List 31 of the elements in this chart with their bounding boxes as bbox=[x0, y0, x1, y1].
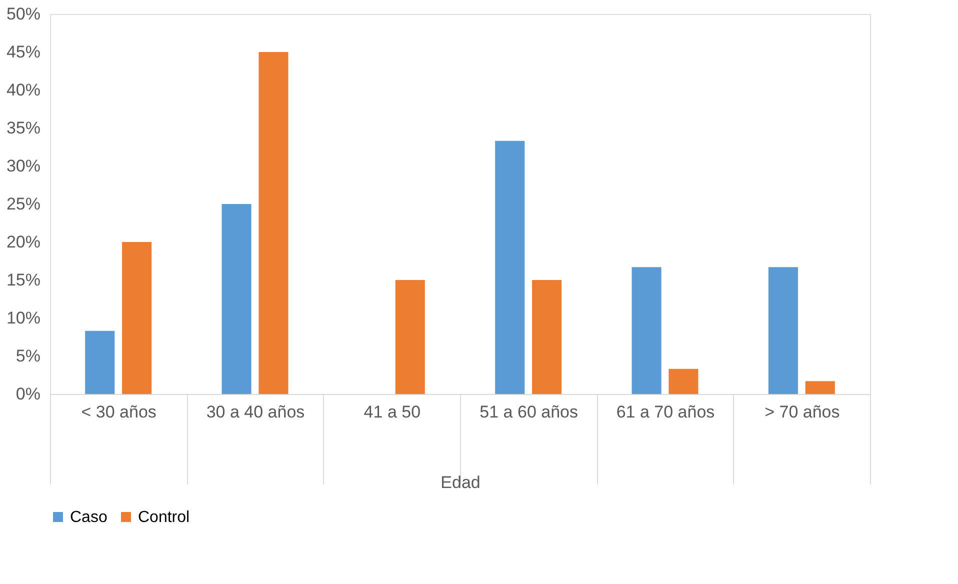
bar bbox=[668, 368, 698, 394]
y-tick-label: 40% bbox=[6, 80, 40, 100]
y-tick-label: 45% bbox=[6, 42, 40, 62]
bar bbox=[768, 267, 798, 394]
y-tick-label: 0% bbox=[16, 384, 40, 404]
bar bbox=[258, 52, 288, 394]
x-tick-label: 30 a 40 años bbox=[206, 402, 305, 422]
bar bbox=[395, 280, 425, 394]
y-tick-label: 15% bbox=[6, 270, 40, 290]
bar bbox=[122, 242, 152, 394]
y-tick-label: 25% bbox=[6, 194, 40, 214]
x-axis-title: Edad bbox=[440, 473, 480, 492]
bar bbox=[222, 204, 252, 394]
y-tick-label: 20% bbox=[6, 232, 40, 252]
x-tick-label: < 30 años bbox=[81, 402, 156, 422]
x-tick-label: 41 a 50 bbox=[364, 402, 421, 422]
y-tick-label: 35% bbox=[6, 118, 40, 138]
bar bbox=[495, 140, 525, 394]
x-tick-label: 51 a 60 años bbox=[480, 402, 578, 422]
y-tick-label: 5% bbox=[16, 346, 40, 366]
x-tick-label: > 70 años bbox=[764, 402, 840, 422]
y-tick-label: 30% bbox=[6, 156, 40, 176]
bar bbox=[632, 267, 662, 394]
legend-label: Caso bbox=[70, 509, 108, 526]
y-tick-label: 50% bbox=[6, 4, 40, 24]
bar bbox=[805, 381, 835, 394]
y-tick-label: 10% bbox=[6, 308, 40, 328]
bar bbox=[532, 280, 562, 394]
x-tick-label: 61 a 70 años bbox=[616, 402, 715, 422]
legend-label: Control bbox=[138, 509, 190, 526]
bar bbox=[85, 330, 115, 394]
